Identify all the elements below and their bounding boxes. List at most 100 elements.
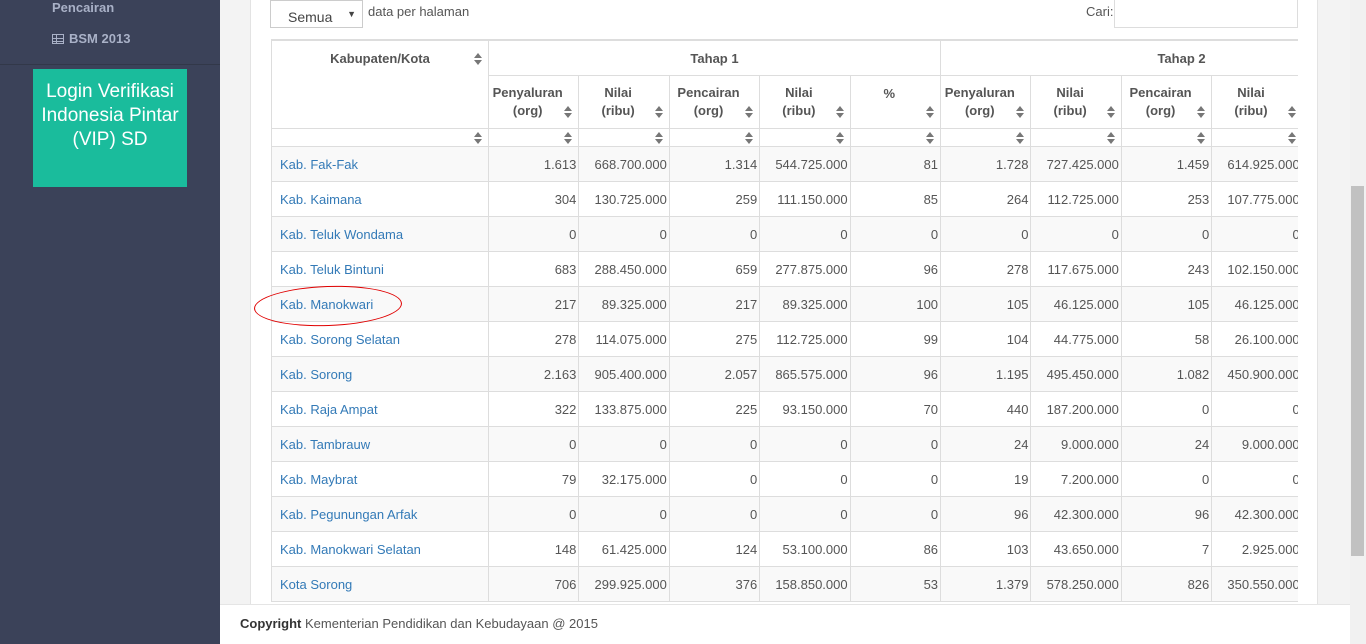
sidebar-item-label: Pencairan <box>52 0 115 15</box>
sidebar-divider <box>0 64 220 65</box>
table-row: Kab. Teluk Bintuni 683 288.450.000 659 277.8… <box>271 251 1298 287</box>
filter-cell[interactable] <box>668 128 761 147</box>
table-cell: 495.450.000 <box>1030 356 1122 392</box>
column-header-line2: (org) <box>693 103 724 118</box>
kabupaten-link[interactable]: Kab. Manokwari <box>271 286 489 322</box>
kabupaten-link[interactable]: Kab. Sorong Selatan <box>271 321 489 357</box>
table-cell: 43.650.000 <box>1030 531 1122 567</box>
table-cell: 0 <box>1211 461 1298 497</box>
table-cell: 1.195 <box>940 356 1032 392</box>
table-cell: 9.000.000 <box>1030 426 1122 462</box>
sort-icon <box>564 131 573 144</box>
table-cell: 46.125.000 <box>1211 286 1298 322</box>
table-cell: 100 <box>849 286 942 322</box>
sort-icon <box>1287 131 1296 144</box>
filter-cell[interactable] <box>759 128 851 147</box>
kabupaten-link[interactable]: Kab. Sorong <box>271 356 489 392</box>
table-cell: 99 <box>849 321 942 357</box>
table-cell: 102.150.000 <box>1211 251 1298 287</box>
table-cell: 0 <box>759 461 851 497</box>
column-header-g1-c2[interactable]: Nilai (ribu) <box>578 75 670 129</box>
table-cell: 0 <box>668 461 761 497</box>
sidebar-item-pencairan[interactable]: Pencairan <box>52 0 114 15</box>
table-cell: 905.400.000 <box>578 356 670 392</box>
filter-cell[interactable] <box>487 128 580 147</box>
column-header-g1-c4[interactable]: Nilai (ribu) <box>759 75 851 129</box>
column-header-kabupaten[interactable]: Kabupaten/Kota <box>271 40 489 129</box>
table-cell: 93.150.000 <box>759 391 851 427</box>
sort-icon <box>1197 106 1206 118</box>
table-cell: 117.675.000 <box>1030 251 1122 287</box>
column-header-line2: (org) <box>512 103 543 118</box>
column-header-g2-c1[interactable]: Penyaluran (org) <box>940 75 1032 129</box>
column-header-line1: Penyaluran <box>492 85 563 100</box>
kabupaten-link[interactable]: Kab. Pegunungan Arfak <box>271 496 489 532</box>
filter-cell[interactable] <box>1030 128 1122 147</box>
filter-cell[interactable] <box>1211 128 1298 147</box>
column-header-line1: Nilai <box>1237 85 1265 100</box>
table-cell: 217 <box>487 286 580 322</box>
table-cell: 1.613 <box>487 146 580 182</box>
table-cell: 217 <box>668 286 761 322</box>
table-cell: 61.425.000 <box>578 531 670 567</box>
table-cell: 259 <box>668 181 761 217</box>
filter-cell[interactable] <box>578 128 670 147</box>
column-header-g2-c3[interactable]: Pencairan (org) <box>1120 75 1213 129</box>
table-cell: 114.075.000 <box>578 321 670 357</box>
kabupaten-link[interactable]: Kab. Fak-Fak <box>271 146 489 182</box>
data-table-container[interactable]: Kabupaten/Kota Tahap 1 Tahap 2 Penyalura… <box>271 39 1298 604</box>
table-cell: 2.925.000 <box>1211 531 1298 567</box>
login-vip-sd-button[interactable]: Login Verifikasi Indonesia Pintar (VIP) … <box>33 69 187 187</box>
column-header-line1: Pencairan <box>677 85 740 100</box>
kabupaten-link[interactable]: Kab. Raja Ampat <box>271 391 489 427</box>
table-cell: 1.314 <box>668 146 761 182</box>
table-cell: 2.163 <box>487 356 580 392</box>
filter-cell[interactable] <box>1120 128 1213 147</box>
kabupaten-link[interactable]: Kab. Maybrat <box>271 461 489 497</box>
kabupaten-link[interactable]: Kab. Kaimana <box>271 181 489 217</box>
kabupaten-link[interactable]: Kab. Teluk Wondama <box>271 216 489 252</box>
table-row: Kab. Sorong 2.163 905.400.000 2.057 865.575.… <box>271 356 1298 392</box>
sort-icon <box>745 106 754 118</box>
sidebar: Pencairan BSM 2013 Login Verifikasi Indo… <box>0 0 220 644</box>
page-length-select[interactable]: Semua ▼ <box>270 0 363 28</box>
table-cell: 0 <box>849 496 942 532</box>
column-header-g1-c5[interactable]: % <box>849 75 942 129</box>
column-header-g1-c3[interactable]: Pencairan (org) <box>668 75 761 129</box>
table-cell: 86 <box>849 531 942 567</box>
group-header-tahap-1: Tahap 1 <box>487 40 942 76</box>
sort-toggle <box>941 130 1030 146</box>
table-row: Kab. Manokwari Selatan 148 61.425.000 124 53… <box>271 531 1298 567</box>
table-cell: 288.450.000 <box>578 251 670 287</box>
table-cell: 0 <box>1120 461 1213 497</box>
kabupaten-link[interactable]: Kab. Teluk Bintuni <box>271 251 489 287</box>
table-cell: 668.700.000 <box>578 146 670 182</box>
table-cell: 450.900.000 <box>1211 356 1298 392</box>
filter-cell[interactable] <box>271 128 489 147</box>
column-header-line2: (ribu) <box>601 103 635 118</box>
sidebar-item-bsm-2013[interactable]: BSM 2013 <box>52 31 130 46</box>
table-icon <box>52 34 64 44</box>
column-header-g2-c2[interactable]: Nilai (ribu) <box>1030 75 1122 129</box>
kabupaten-link[interactable]: Kab. Tambrauw <box>271 426 489 462</box>
table-cell: 89.325.000 <box>759 286 851 322</box>
table-cell: 0 <box>1211 216 1298 252</box>
table-cell: 243 <box>1120 251 1213 287</box>
filter-cell[interactable] <box>849 128 942 147</box>
filter-cell[interactable] <box>940 128 1032 147</box>
kabupaten-link[interactable]: Kab. Manokwari Selatan <box>271 531 489 567</box>
table-cell: 89.325.000 <box>578 286 670 322</box>
table-cell: 0 <box>487 496 580 532</box>
scrollbar-thumb[interactable] <box>1351 186 1364 556</box>
column-header-g1-c1[interactable]: Penyaluran (org) <box>487 75 580 129</box>
table-cell: 32.175.000 <box>578 461 670 497</box>
table-cell: 53 <box>849 566 942 602</box>
table-cell: 0 <box>1030 216 1122 252</box>
table-cell: 0 <box>849 426 942 462</box>
column-header-g2-c4[interactable]: Nilai (ribu) <box>1211 75 1298 129</box>
table-cell: 96 <box>940 496 1032 532</box>
table-row: Kab. Tambrauw 0 0 0 0 0 24 9.000.000 24 9.000.000… <box>271 426 1298 462</box>
kabupaten-link[interactable]: Kota Sorong <box>271 566 489 602</box>
search-input[interactable] <box>1114 0 1298 28</box>
